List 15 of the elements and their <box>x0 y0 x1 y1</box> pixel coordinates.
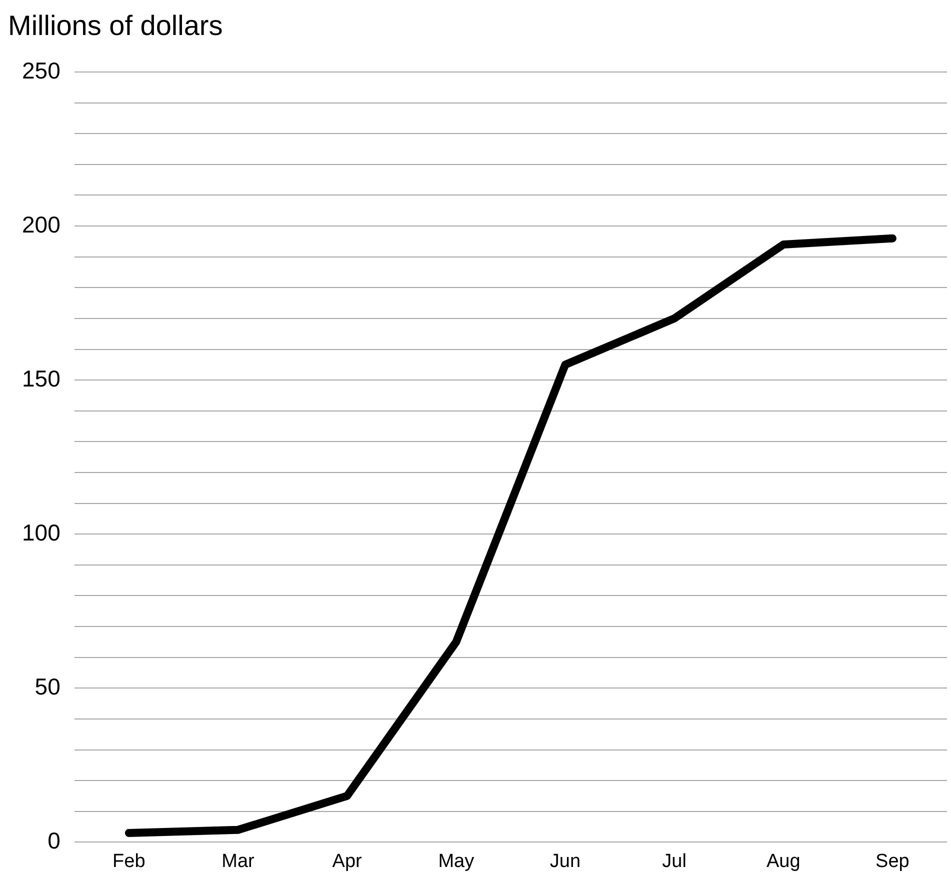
x-tick-label: May <box>438 850 475 872</box>
x-tick-label: Apr <box>332 850 363 872</box>
y-axis-title: Millions of dollars <box>8 10 223 42</box>
y-tick-label: 0 <box>48 828 60 854</box>
x-tick-label: Sep <box>876 850 910 872</box>
y-tick-label: 150 <box>22 365 60 392</box>
y-tick-label: 250 <box>22 57 60 84</box>
y-tick-label: 200 <box>22 211 60 238</box>
x-tick-label: Aug <box>766 850 800 872</box>
x-tick-label: Feb <box>112 850 146 872</box>
y-tick-label: 50 <box>34 674 60 700</box>
x-tick-label: Jun <box>550 850 581 872</box>
y-tick-label: 100 <box>22 519 60 546</box>
x-tick-label: Mar <box>222 850 256 872</box>
x-tick-label: Jul <box>662 850 686 872</box>
